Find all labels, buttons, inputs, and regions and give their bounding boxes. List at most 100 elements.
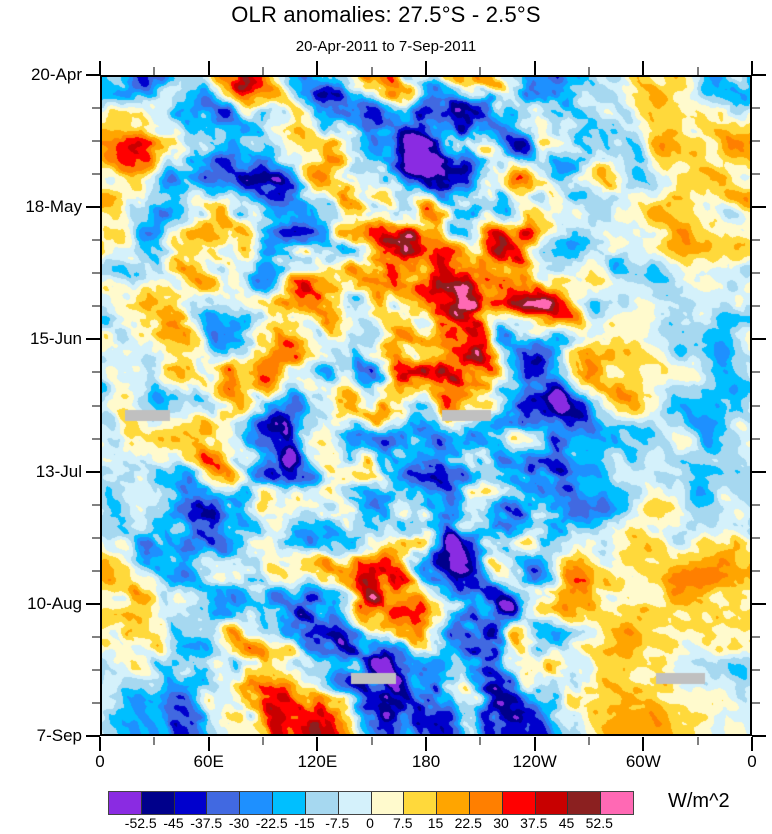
y-tick-minor (752, 371, 760, 374)
colorbar-tick-label: -22.5 (255, 815, 288, 831)
y-axis-label: 10-Aug (27, 593, 82, 613)
x-tick-major (99, 61, 101, 75)
y-tick-minor (752, 173, 760, 176)
y-tick-minor (92, 173, 100, 176)
y-tick-major (752, 338, 766, 341)
x-tick-minor (370, 67, 373, 75)
y-tick-minor (92, 437, 100, 440)
colorbar-tick-label: 7.5 (393, 815, 413, 831)
colorbar-swatch (239, 792, 273, 814)
x-tick-major (642, 737, 645, 751)
x-tick-major (425, 737, 427, 751)
y-tick-major (86, 602, 100, 605)
x-axis-label: 60W (625, 752, 661, 771)
colorbar-swatch (403, 792, 437, 814)
colorbar-tick-label: -37.5 (190, 815, 223, 831)
colorbar-swatch (600, 792, 633, 814)
colorbar-tick-label: 45 (558, 815, 575, 831)
colorbar-swatch (436, 792, 469, 814)
y-tick-minor (92, 272, 100, 275)
y-axis-label: 7-Sep (36, 726, 82, 745)
y-tick-minor (752, 668, 760, 671)
olr-anomaly-field (102, 77, 750, 734)
y-tick-major (86, 470, 100, 473)
y-tick-minor (92, 140, 100, 143)
y-tick-major (752, 602, 766, 605)
y-tick-major (86, 74, 100, 76)
y-tick-minor (92, 503, 100, 506)
x-axis-label: 120E (297, 752, 338, 771)
colorbar-tick-label: -52.5 (124, 815, 157, 831)
x-tick-major (533, 61, 536, 75)
y-tick-minor (752, 140, 760, 143)
x-tick-major (316, 61, 319, 75)
y-tick-major (752, 206, 766, 209)
x-tick-minor (370, 737, 373, 745)
x-tick-major (751, 737, 753, 751)
x-axis-label: 120W (512, 752, 557, 771)
y-tick-minor (92, 668, 100, 671)
y-axis-label: 20-Apr (30, 65, 82, 84)
y-tick-minor (752, 239, 760, 242)
colorbar-units-label: W/m^2 (668, 790, 730, 812)
x-tick-minor (262, 67, 264, 75)
page-title: OLR anomalies: 27.5°S - 2.5°S (231, 2, 541, 27)
y-tick-minor (752, 569, 760, 572)
y-tick-minor (92, 239, 100, 242)
colorbar-swatch (370, 792, 404, 814)
y-tick-major (86, 206, 100, 209)
y-tick-major (752, 74, 766, 76)
chart-subtitle: 20-Apr-2011 to 7-Sep-2011 (295, 38, 477, 55)
y-tick-minor (752, 272, 760, 275)
colorbar-swatch (534, 792, 568, 814)
y-tick-major (86, 338, 100, 341)
y-tick-major (752, 470, 766, 473)
x-tick-minor (262, 737, 264, 745)
y-tick-minor (752, 701, 760, 704)
x-axis-label: 180 (411, 752, 441, 771)
y-tick-major (86, 735, 100, 737)
colorbar-swatch (468, 792, 502, 814)
colorbar-tick-label: 22.5 (454, 815, 482, 831)
x-tick-major (99, 737, 101, 751)
colorbar-tick-label: -15 (294, 815, 315, 831)
y-tick-minor (752, 404, 760, 407)
colorbar-tick-label: 0 (366, 815, 374, 831)
y-tick-minor (752, 437, 760, 440)
x-tick-major (642, 61, 645, 75)
x-tick-major (533, 737, 536, 751)
colorbar-tick-label: -30 (228, 815, 250, 831)
colorbar-swatch (501, 792, 535, 814)
y-axis-label: 13-Jul (35, 461, 82, 481)
x-axis-label: 0 (747, 752, 757, 771)
y-axis-label: 15-Jun (30, 329, 82, 349)
x-tick-minor (696, 737, 699, 745)
y-tick-minor (92, 371, 100, 374)
colorbar-swatch (272, 792, 305, 814)
colorbar (108, 791, 634, 815)
x-tick-minor (153, 67, 156, 75)
hovmoller-plot-area (100, 75, 752, 736)
y-tick-minor (92, 107, 100, 110)
y-tick-major (752, 735, 766, 737)
x-axis-label: 60E (193, 752, 224, 771)
x-tick-minor (479, 737, 482, 745)
x-tick-minor (588, 67, 590, 75)
x-tick-major (207, 61, 210, 75)
y-tick-minor (92, 536, 100, 539)
colorbar-tick-label: -45 (163, 815, 184, 831)
y-axis-label: 18-May (25, 197, 82, 217)
colorbar-tick-label: 30 (493, 815, 509, 831)
x-tick-minor (696, 67, 699, 75)
x-tick-minor (153, 737, 156, 745)
colorbar-swatch (173, 792, 207, 814)
y-tick-minor (752, 503, 760, 506)
y-tick-minor (92, 305, 100, 308)
colorbar-swatch (337, 792, 371, 814)
colorbar-swatch (304, 792, 338, 814)
y-tick-minor (752, 536, 760, 539)
x-axis-label: 0 (95, 752, 105, 771)
y-tick-minor (92, 701, 100, 704)
y-tick-minor (92, 569, 100, 572)
colorbar-swatch (206, 792, 240, 814)
